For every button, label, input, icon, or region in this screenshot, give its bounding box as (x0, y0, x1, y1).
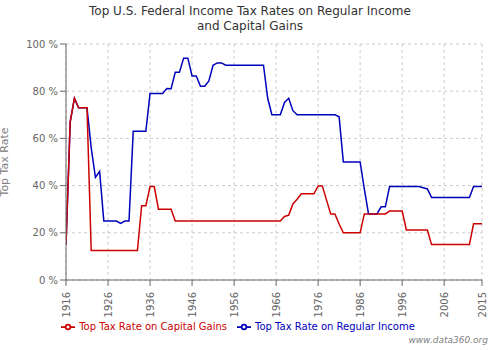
svg-text:0 %: 0 % (39, 275, 58, 286)
svg-text:2006: 2006 (439, 292, 450, 317)
svg-text:40 %: 40 % (33, 180, 58, 191)
svg-text:2015: 2015 (477, 292, 488, 317)
svg-text:1956: 1956 (229, 292, 240, 317)
svg-text:100 %: 100 % (26, 39, 58, 50)
html-text:www.data360.org: www.data360.org (408, 335, 488, 345)
svg-text:1916: 1916 (61, 292, 72, 317)
svg-text:1936: 1936 (145, 292, 156, 317)
html-text:Top Tax Rate on Capital Gains: Top Tax Rate on Capital Gains (79, 321, 227, 332)
svg-text:20 %: 20 % (33, 227, 58, 238)
svg-text:60 %: 60 % (33, 133, 58, 144)
svg-text:1986: 1986 (355, 292, 366, 317)
svg-text:1966: 1966 (271, 292, 282, 317)
html-text:and Capital Gains: and Capital Gains (196, 19, 304, 33)
svg-text:1996: 1996 (397, 292, 408, 317)
svg-text:1926: 1926 (103, 292, 114, 317)
html-text:Top Tax Rate on Regular Income: Top Tax Rate on Regular Income (255, 321, 415, 332)
html-text:Top U.S. Federal Income Tax Ra: Top U.S. Federal Income Tax Rates on Reg… (89, 4, 411, 18)
svg-text:1976: 1976 (313, 292, 324, 317)
svg-text:1946: 1946 (187, 292, 198, 317)
svg-text:Top Tax Rate: Top Tax Rate (8, 127, 11, 197)
svg-text:80 %: 80 % (33, 86, 58, 97)
